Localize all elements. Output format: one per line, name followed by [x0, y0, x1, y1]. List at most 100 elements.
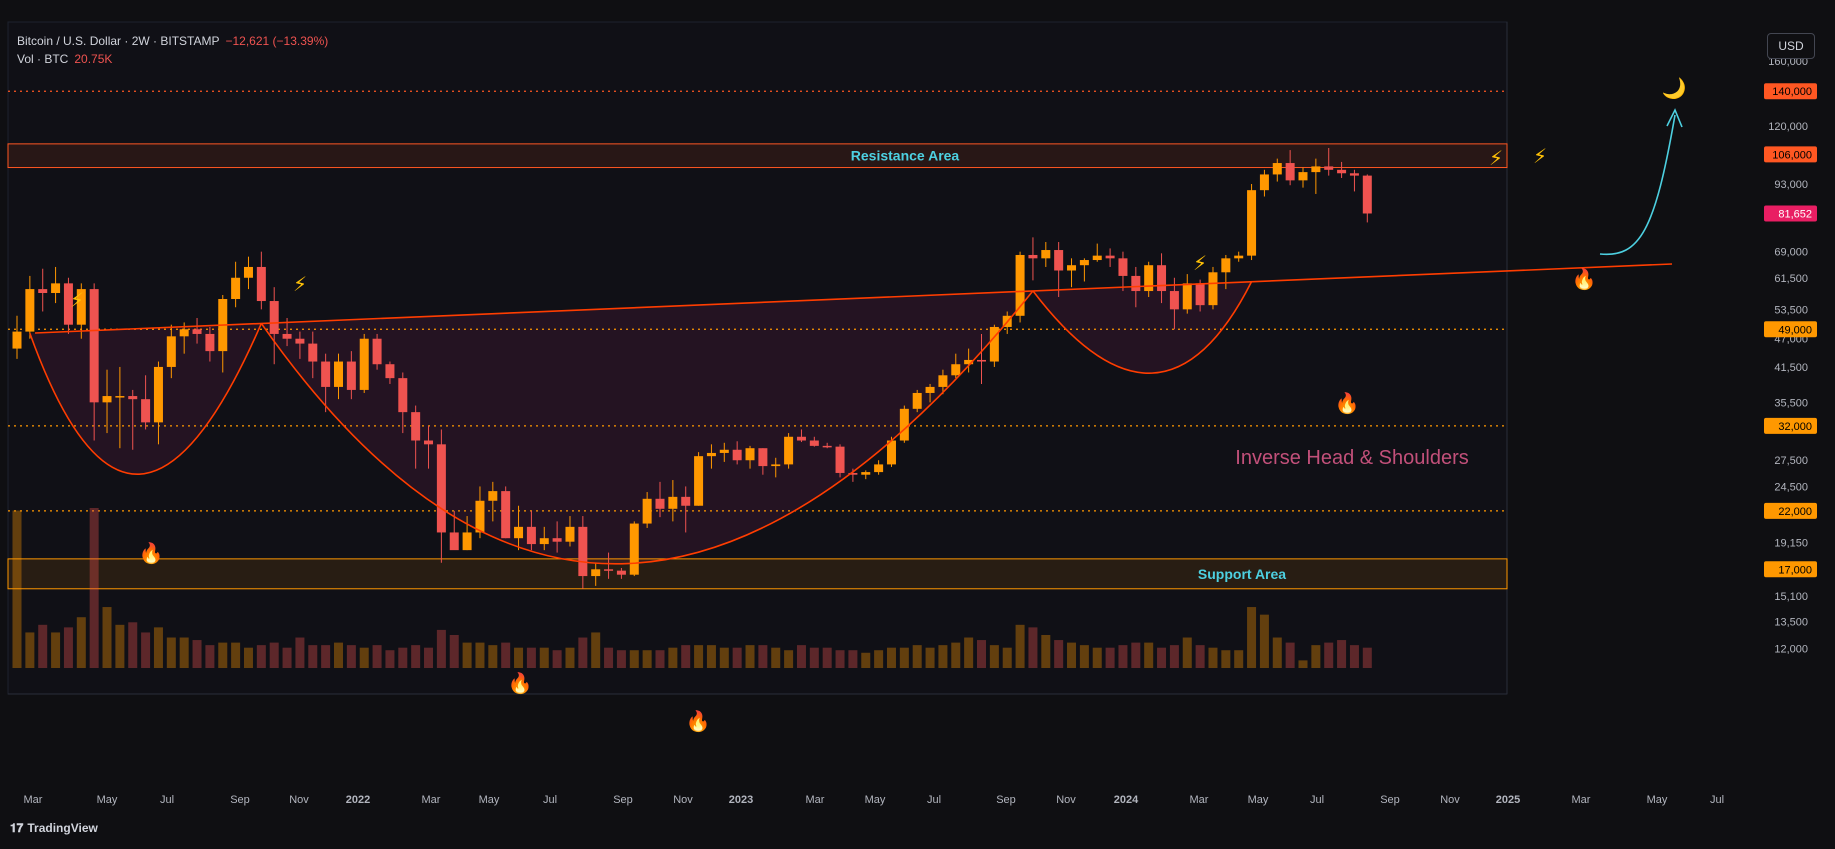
candle-body [269, 301, 279, 334]
x-tick-label: Sep [230, 794, 250, 806]
volume-bar [848, 650, 858, 668]
candle-body [964, 359, 974, 365]
candle [166, 324, 176, 379]
candle-body [1272, 163, 1282, 175]
volume-bar [501, 642, 511, 668]
candle [205, 326, 215, 362]
volume-bar [76, 617, 86, 668]
candle-body [308, 343, 318, 362]
x-tick-label: May [97, 794, 118, 806]
candle [1118, 251, 1128, 292]
candle-body [1105, 255, 1115, 259]
candle [334, 353, 343, 400]
candle [308, 331, 318, 379]
volume-label: Vol · BTC [17, 52, 69, 66]
candle-body [655, 498, 665, 509]
volume-bar [1208, 647, 1218, 668]
volume-bar [784, 650, 794, 668]
x-tick-label: 2024 [1114, 794, 1139, 806]
candle [385, 361, 395, 384]
candle-body [796, 436, 806, 441]
candle [1259, 169, 1269, 197]
candle [1195, 279, 1205, 312]
y-tick-label: 19,150 [1774, 537, 1808, 549]
volume-bar [771, 647, 781, 668]
candle-body [449, 532, 459, 551]
candle [629, 521, 639, 577]
level-tag [1764, 502, 1817, 519]
head-curve [260, 290, 1034, 565]
volume-bar [732, 647, 742, 668]
candle [1349, 169, 1359, 192]
x-tick-label: Nov [1056, 794, 1076, 806]
price-change: −12,621 (−13.39%) [225, 34, 329, 48]
support-zone [7, 558, 1508, 590]
volume-bar [12, 510, 22, 668]
level-tag-label: 22,000 [1778, 506, 1812, 518]
volume-bar [51, 632, 61, 668]
candle-body [295, 338, 305, 344]
candle [372, 333, 382, 370]
candle-body [719, 449, 729, 453]
candle-body [128, 396, 138, 400]
volume-bar [681, 645, 691, 668]
volume-bar [1028, 627, 1038, 668]
x-tick-label: Jul [927, 794, 941, 806]
candle [231, 261, 241, 308]
level-tag-label: 106,000 [1772, 149, 1812, 161]
fire-icon: 🔥 [1572, 267, 1597, 291]
candle [1247, 183, 1257, 261]
x-tick-label: 2025 [1496, 794, 1520, 806]
volume-bar [321, 645, 331, 668]
candle-body [629, 523, 639, 575]
candle-body [616, 570, 626, 575]
candle [552, 521, 562, 553]
volume-bar [1182, 637, 1192, 668]
candle [565, 516, 575, 547]
candle-body [1285, 163, 1295, 181]
brand-logo[interactable]: 𝟏𝟕 TradingView [10, 821, 98, 836]
volume-bar [385, 650, 395, 668]
candle [616, 567, 626, 579]
candle [1208, 266, 1218, 310]
candle [1324, 147, 1334, 176]
x-tick-label: Mar [1572, 794, 1591, 806]
candle-body [1131, 275, 1141, 292]
candle [153, 361, 163, 445]
volume-bar [912, 645, 922, 668]
volume-bar [539, 647, 549, 668]
candle-body [925, 386, 935, 393]
y-tick-label: 24,500 [1774, 481, 1808, 493]
candle [977, 333, 986, 384]
candle-body [822, 445, 832, 448]
volume-bar [616, 650, 626, 668]
candle-body [1157, 265, 1167, 292]
candle [51, 266, 61, 304]
candle [1337, 161, 1347, 178]
candle [784, 433, 794, 469]
volume-bar [488, 645, 498, 668]
candle [38, 268, 48, 312]
symbol-name: Bitcoin / U.S. Dollar · 2W · BITSTAMP [17, 34, 220, 48]
volume-bar [38, 624, 48, 668]
currency-button[interactable]: USD [1767, 33, 1815, 59]
y-tick-label: 61,500 [1774, 273, 1808, 285]
volume-bar [591, 632, 601, 668]
x-tick-label: Jul [1310, 794, 1324, 806]
candle [809, 436, 819, 447]
volume-bar [128, 622, 138, 668]
candle [771, 457, 781, 478]
candle [436, 429, 446, 563]
level-tag-label: 140,000 [1772, 86, 1812, 98]
fire-icon: 🔥 [508, 671, 533, 695]
volume-bar [565, 647, 575, 668]
candle-body [385, 364, 395, 379]
y-tick-label: 12,000 [1774, 643, 1808, 655]
volume-bar [192, 640, 202, 668]
bolt-icon: ⚡ [1533, 146, 1547, 168]
volume-bar [218, 642, 228, 668]
volume-bar [835, 650, 845, 668]
y-tick-label: 13,500 [1774, 617, 1808, 629]
candle [745, 445, 755, 469]
